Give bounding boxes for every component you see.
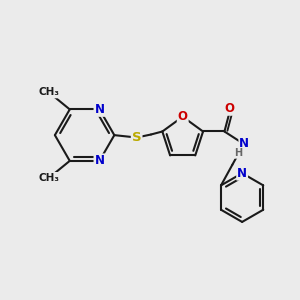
Text: O: O (178, 110, 188, 123)
Text: S: S (132, 131, 141, 144)
Text: N: N (239, 137, 249, 150)
Text: N: N (237, 167, 247, 180)
Text: N: N (94, 154, 104, 167)
Text: N: N (94, 103, 104, 116)
Text: O: O (225, 102, 235, 115)
Text: CH₃: CH₃ (38, 88, 59, 98)
Text: H: H (234, 148, 242, 158)
Text: CH₃: CH₃ (38, 173, 59, 183)
